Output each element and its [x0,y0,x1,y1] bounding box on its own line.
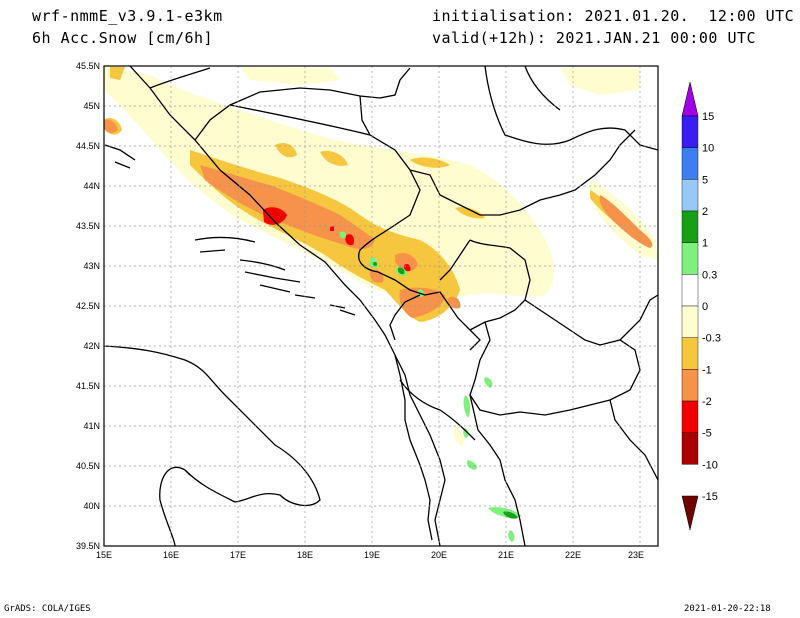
colorbar-cell [681,369,699,402]
lon-label: 23E [628,550,644,560]
lat-label: 40N [83,501,100,511]
map-frame [103,65,659,547]
lat-label: 41N [83,421,100,431]
colorbar-label: 5 [702,174,708,186]
lat-label: 45.5N [76,61,100,71]
colorbar-label: -15 [702,491,718,503]
field-title: 6h Acc.Snow [cm/6h] [32,29,214,47]
colorbar-label: -1 [702,364,712,376]
colorbar-cell [681,210,699,243]
colorbar-label: 0 [702,301,708,313]
lon-label: 17E [230,550,246,560]
colorbar-cell [681,305,699,338]
lon-label: 20E [431,550,447,560]
model-title: wrf-nmmE_v3.9.1-e3km [32,7,223,25]
init-time: initialisation: 2021.01.20. 12:00 UTC [432,7,795,25]
footer-timestamp: 2021-01-20-22:18 [684,604,771,614]
boundaries [104,66,658,546]
colorbar-label: -2 [702,396,712,408]
lon-label: 18E [297,550,313,560]
colorbar-label: 15 [702,111,714,123]
colorbar-cell [681,242,699,275]
colorbar-label: 1 [702,238,708,250]
lat-label: 43N [83,261,100,271]
graticule [104,66,658,546]
lon-label: 19E [364,550,380,560]
colorbar-cell [681,432,699,465]
colorbar-cell [681,147,699,180]
colorbar-label: 2 [702,206,708,218]
colorbar-top-arrow [681,81,699,117]
lat-label: 42N [83,341,100,351]
valid-time: valid(+12h): 2021.JAN.21 00:00 UTC [432,29,757,47]
lon-label: 15E [96,550,112,560]
lat-label: 44N [83,181,100,191]
lat-label: 42.5N [76,301,100,311]
colorbar-cell [681,337,699,370]
lon-label: 22E [565,550,581,560]
lon-label: 16E [163,550,179,560]
footer-credit: GrADS: COLA/IGES [4,604,91,614]
colorbar-label: -10 [702,459,718,471]
colorbar-cell [681,400,699,433]
lat-label: 41.5N [76,381,100,391]
lat-label: 40.5N [76,461,100,471]
lat-label: 45N [83,101,100,111]
colorbar: 15 10 5 2 1 0.3 0 -0.3 -1 -2 -5 -10 -15 [681,81,721,531]
lat-label: 43.5N [76,221,100,231]
colorbar-label: 0.3 [702,269,717,281]
lat-label: 39.5N [76,541,100,551]
lat-label: 44.5N [76,141,100,151]
colorbar-cell [681,274,699,307]
lon-label: 21E [498,550,514,560]
colorbar-bottom-arrow [681,495,699,531]
colorbar-cell [681,179,699,212]
colorbar-cell [681,115,699,148]
colorbar-label: -5 [702,428,712,440]
colorbar-label: -0.3 [702,333,721,345]
colorbar-label: 10 [702,143,714,155]
